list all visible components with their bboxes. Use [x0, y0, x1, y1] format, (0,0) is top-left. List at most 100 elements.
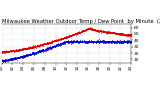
Point [3, 52, 6, 53]
Point [56, 40, 59, 41]
Point [33, 46, 36, 47]
Point [80, 31, 82, 32]
Point [31, 52, 34, 54]
Point [42, 49, 45, 50]
Point [25, 48, 28, 49]
Point [44, 44, 46, 45]
Point [54, 40, 56, 42]
Point [129, 41, 132, 42]
Point [63, 37, 65, 38]
Point [63, 38, 66, 39]
Point [94, 42, 97, 43]
Point [54, 39, 56, 41]
Point [19, 48, 21, 50]
Point [60, 42, 63, 44]
Point [109, 40, 112, 41]
Point [20, 49, 23, 50]
Point [96, 40, 99, 42]
Point [48, 48, 51, 50]
Point [46, 42, 48, 44]
Point [5, 59, 7, 61]
Point [61, 39, 63, 40]
Point [18, 49, 21, 50]
Point [76, 32, 78, 33]
Point [82, 41, 84, 43]
Point [96, 30, 98, 31]
Point [85, 41, 88, 43]
Point [69, 41, 72, 42]
Point [37, 51, 40, 52]
Point [96, 42, 99, 43]
Point [122, 33, 124, 35]
Point [25, 49, 28, 50]
Point [80, 31, 83, 33]
Point [21, 55, 24, 57]
Point [65, 37, 68, 39]
Point [67, 36, 70, 37]
Point [35, 52, 38, 53]
Point [16, 57, 18, 58]
Point [66, 41, 68, 43]
Point [34, 45, 37, 47]
Point [47, 42, 50, 44]
Point [112, 40, 114, 42]
Point [93, 29, 96, 30]
Point [31, 46, 33, 48]
Point [78, 41, 81, 42]
Point [124, 41, 126, 43]
Point [108, 41, 110, 42]
Point [45, 42, 48, 43]
Point [70, 40, 72, 41]
Point [89, 41, 91, 43]
Point [112, 32, 115, 33]
Point [11, 58, 13, 59]
Point [27, 48, 29, 49]
Point [100, 41, 102, 42]
Point [10, 58, 12, 60]
Point [106, 30, 109, 32]
Point [41, 44, 44, 46]
Point [79, 32, 82, 33]
Point [102, 39, 105, 41]
Point [52, 40, 54, 42]
Point [41, 50, 44, 51]
Point [64, 36, 66, 38]
Point [93, 41, 95, 43]
Point [41, 44, 44, 45]
Point [115, 41, 118, 42]
Point [80, 41, 83, 42]
Point [96, 41, 99, 43]
Point [107, 41, 109, 43]
Point [107, 42, 109, 44]
Point [125, 34, 128, 35]
Point [38, 50, 40, 51]
Point [48, 42, 51, 44]
Point [55, 39, 58, 41]
Point [81, 41, 84, 43]
Point [50, 46, 53, 48]
Point [120, 41, 123, 43]
Point [109, 42, 112, 43]
Point [23, 48, 25, 50]
Point [53, 45, 55, 47]
Point [120, 33, 122, 35]
Point [73, 40, 76, 42]
Point [114, 32, 116, 33]
Point [84, 29, 87, 31]
Point [68, 35, 70, 37]
Point [120, 41, 122, 42]
Point [8, 51, 10, 52]
Point [3, 59, 6, 61]
Point [34, 52, 36, 53]
Point [29, 46, 32, 48]
Point [16, 49, 19, 50]
Point [96, 29, 99, 31]
Point [128, 34, 131, 36]
Point [42, 43, 45, 44]
Point [114, 42, 116, 43]
Point [41, 49, 43, 51]
Point [126, 41, 129, 42]
Point [93, 28, 96, 29]
Point [11, 50, 14, 52]
Point [94, 29, 97, 31]
